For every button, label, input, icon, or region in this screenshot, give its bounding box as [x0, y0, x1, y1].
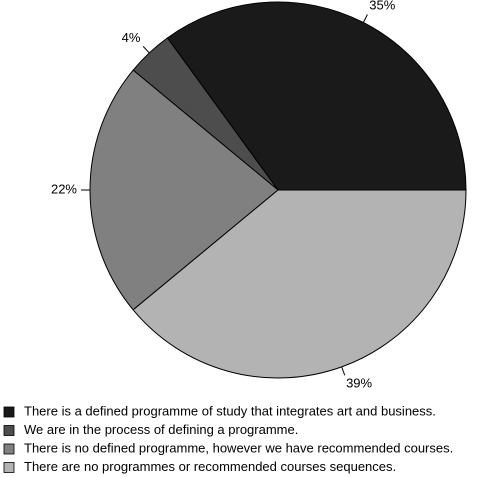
legend-label: There is a defined programme of study th… [24, 403, 436, 418]
label-tick [142, 46, 150, 54]
pie-slice [166, 1, 467, 191]
pie-slice [89, 69, 279, 311]
value-label: 35% [369, 0, 395, 12]
label-tick [341, 366, 346, 376]
legend-label: We are in the process of defining a prog… [24, 422, 298, 437]
legend-swatch [3, 443, 15, 455]
value-label: 22% [51, 181, 77, 196]
legend-label: There are no programmes or recommended c… [24, 459, 396, 474]
value-label: 4% [122, 30, 141, 45]
legend-swatch [3, 462, 15, 473]
legend-swatch [3, 425, 15, 436]
label-tick [362, 14, 368, 23]
value-label: 39% [346, 376, 372, 391]
pie-slice [132, 189, 467, 379]
legend-swatch [3, 406, 15, 418]
legend-label: There is no defined programme, however w… [24, 440, 453, 455]
